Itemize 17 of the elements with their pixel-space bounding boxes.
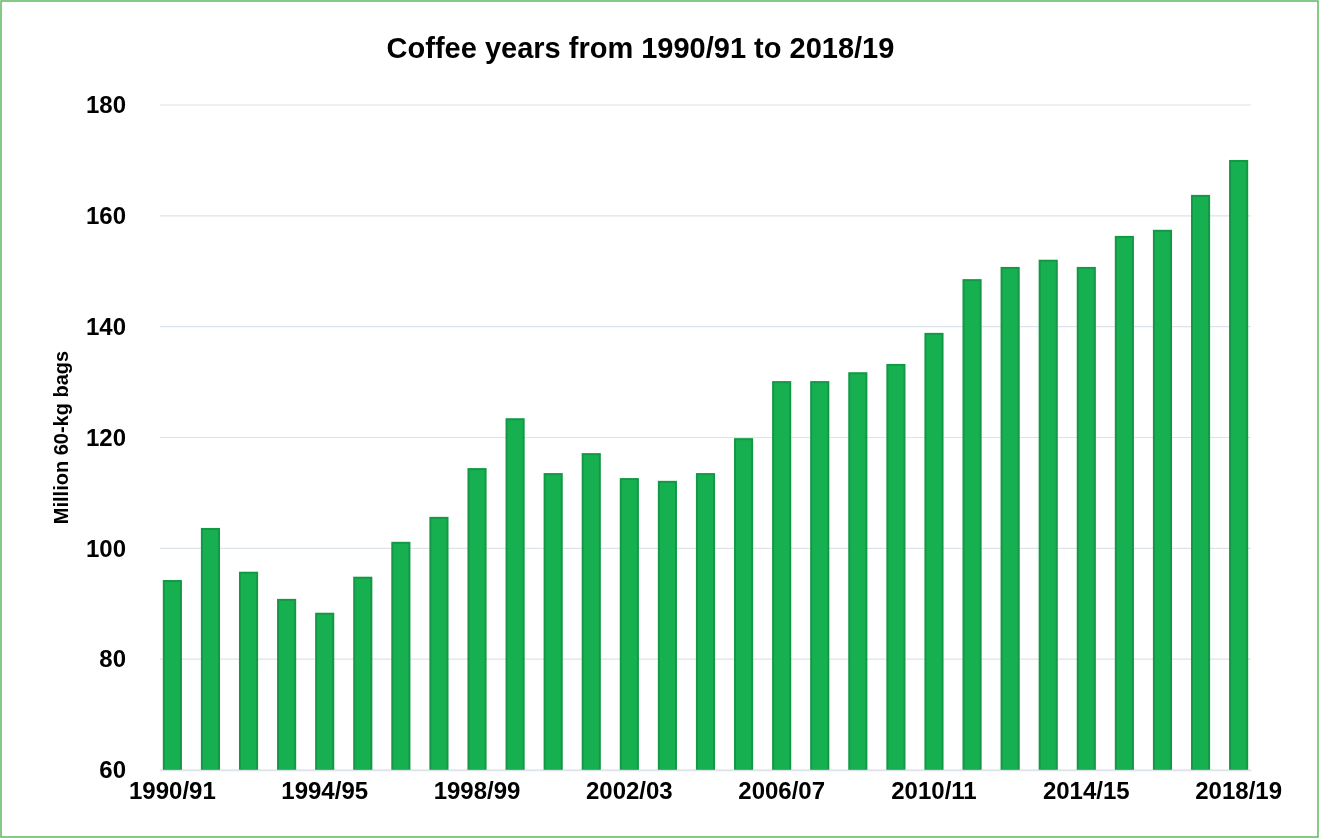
y-tick-label: 140 [85, 312, 126, 340]
y-tick-label: 120 [85, 423, 126, 451]
x-tick-label: 1994/95 [281, 777, 369, 805]
x-tick-label: 2018/19 [1195, 777, 1283, 805]
y-axis-title: Million 60-kg bags [50, 350, 72, 525]
x-tick-label: 1998/99 [433, 777, 521, 805]
y-tick-label: 100 [85, 534, 126, 562]
x-tick-label: 2006/07 [738, 777, 826, 805]
x-tick-label: 2010/11 [891, 777, 977, 805]
y-tick-label: 60 [99, 756, 126, 784]
x-tick-label: 2002/03 [585, 777, 673, 805]
y-tick-label: 160 [85, 202, 126, 230]
y-tick-label: 80 [99, 645, 126, 673]
x-tick-label: 2014/15 [1042, 777, 1130, 805]
chart-title: Coffee years from 1990/91 to 2018/19 [386, 32, 895, 64]
x-tick-label: 1990/91 [128, 777, 216, 805]
y-tick-label: 180 [85, 91, 126, 119]
